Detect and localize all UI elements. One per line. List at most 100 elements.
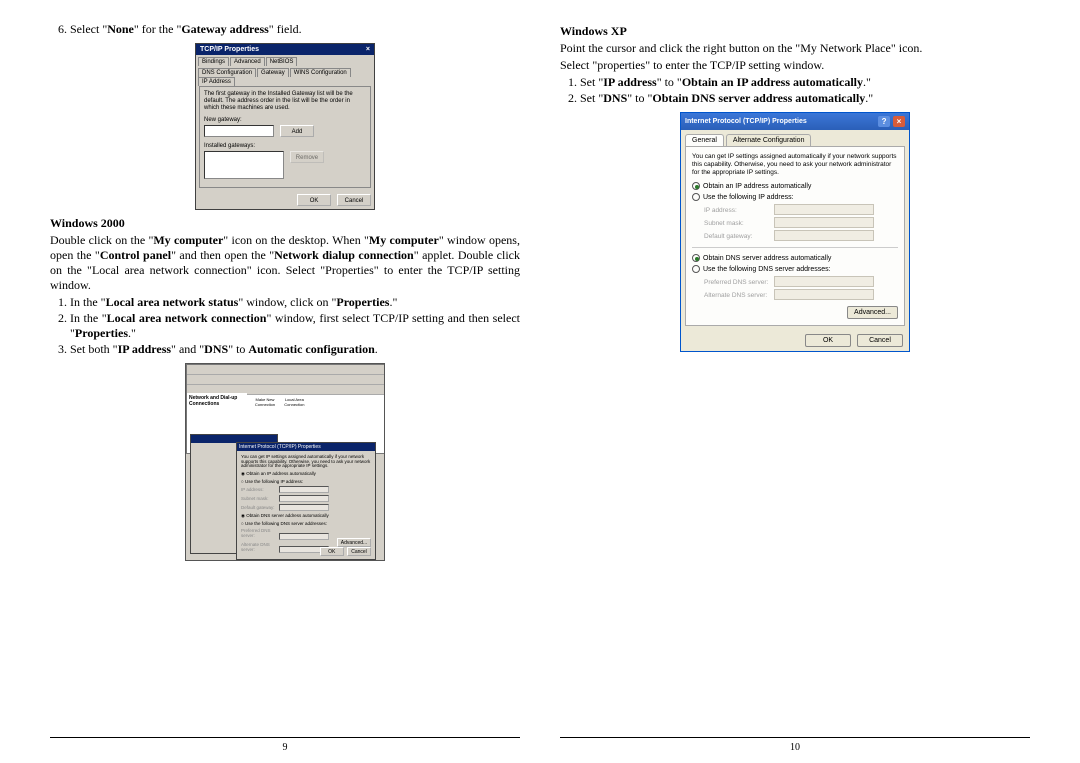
w2000-step-2: In the "Local area network connection" w… bbox=[70, 311, 520, 341]
tab-wins[interactable]: WINS Configuration bbox=[290, 68, 351, 77]
advanced-button[interactable]: Advanced... bbox=[847, 306, 898, 319]
w2k-dlg2-body: You can get IP settings assigned automat… bbox=[237, 451, 375, 559]
t: " to " bbox=[627, 91, 652, 105]
tab-advanced[interactable]: Advanced bbox=[230, 57, 265, 66]
b: Control panel bbox=[100, 248, 171, 262]
ok-button[interactable]: OK bbox=[320, 547, 344, 556]
t: " to bbox=[228, 342, 248, 356]
page-right: Windows XP Point the cursor and click th… bbox=[540, 20, 1050, 753]
t: Select " bbox=[70, 22, 107, 36]
field-subnet: Subnet mask: bbox=[704, 217, 898, 228]
t: " window, click on " bbox=[238, 295, 336, 309]
ip-input[interactable] bbox=[279, 486, 329, 493]
field-adns: Alternate DNS server: bbox=[704, 289, 898, 300]
installed-gateways-list[interactable] bbox=[204, 151, 284, 179]
pdns-input[interactable] bbox=[774, 276, 874, 287]
w2k-icons: Make New Connection Local Area Connectio… bbox=[251, 395, 308, 409]
xp-steps: Set "IP address" to "Obtain an IP addres… bbox=[560, 75, 1030, 106]
page-right-body: Windows XP Point the cursor and click th… bbox=[560, 20, 1030, 737]
b: My computer bbox=[369, 233, 439, 247]
xp-para-2: Select "properties" to enter the TCP/IP … bbox=[560, 58, 1030, 73]
page-left-body: Select "None" for the "Gateway address" … bbox=[50, 20, 520, 737]
tab-bindings[interactable]: Bindings bbox=[198, 57, 229, 66]
t: Obtain DNS server address automatically bbox=[703, 255, 831, 262]
step-6: Select "None" for the "Gateway address" … bbox=[70, 22, 520, 37]
icon-label: Local Area Connection bbox=[284, 397, 304, 407]
xp-button-row: OK Cancel bbox=[681, 330, 909, 351]
ok-button[interactable]: OK bbox=[805, 334, 851, 347]
gateway-input[interactable] bbox=[774, 230, 874, 241]
w2k-dlg2-title: Internet Protocol (TCP/IP) Properties bbox=[237, 443, 375, 451]
ok-button[interactable]: OK bbox=[297, 194, 331, 206]
new-gateway-row: New gateway: Add bbox=[204, 117, 366, 139]
b: DNS bbox=[603, 91, 627, 105]
b: Properties bbox=[336, 295, 389, 309]
w2k-toolbar bbox=[187, 375, 385, 385]
t: " for the " bbox=[134, 22, 181, 36]
t: ." bbox=[863, 75, 871, 89]
t: Obtain an IP address automatically bbox=[246, 471, 316, 476]
heading-windows-2000: Windows 2000 bbox=[50, 216, 520, 231]
w2k-screenshot: Network and Dial-up Connections Make New… bbox=[185, 363, 385, 561]
radio-manual-ip[interactable]: ○ Use the following IP address: bbox=[241, 479, 371, 484]
w2k-desc: You can get IP settings assigned automat… bbox=[241, 455, 371, 470]
tab-alternate-config[interactable]: Alternate Configuration bbox=[726, 134, 812, 146]
radio-icon bbox=[692, 182, 700, 190]
advanced-button[interactable]: Advanced... bbox=[337, 538, 371, 547]
add-button[interactable]: Add bbox=[280, 125, 314, 137]
titlebar: TCP/IP Properties × bbox=[196, 44, 374, 55]
xp-desc: You can get IP settings assigned automat… bbox=[692, 153, 898, 176]
l: Preferred DNS server: bbox=[704, 279, 774, 286]
b: Obtain an IP address automatically bbox=[682, 75, 863, 89]
t: " and then open the " bbox=[171, 248, 274, 262]
w2000-paragraph: Double click on the "My computer" icon o… bbox=[50, 233, 520, 293]
divider bbox=[692, 247, 898, 248]
t: Use the following DNS server addresses: bbox=[245, 521, 327, 526]
cancel-button[interactable]: Cancel bbox=[337, 194, 371, 206]
subnet-input[interactable] bbox=[774, 217, 874, 228]
gw-input[interactable] bbox=[279, 504, 329, 511]
tab-general[interactable]: General bbox=[685, 134, 724, 146]
radio-icon bbox=[692, 193, 700, 201]
tab-gateway[interactable]: Gateway bbox=[257, 68, 289, 77]
tab-dns[interactable]: DNS Configuration bbox=[198, 68, 256, 77]
icon-make-new-connection[interactable]: Make New Connection bbox=[253, 397, 277, 407]
cancel-button[interactable]: Cancel bbox=[347, 547, 371, 556]
radio-obtain-dns-auto[interactable]: Obtain DNS server address automatically bbox=[692, 254, 898, 262]
t: Obtain DNS server address automatically bbox=[246, 513, 329, 518]
field-mask: Subnet mask: bbox=[241, 495, 371, 502]
icon-local-area-connection[interactable]: Local Area Connection bbox=[282, 397, 306, 407]
tab-ipaddress[interactable]: IP Address bbox=[198, 77, 235, 86]
b: IP address bbox=[118, 342, 171, 356]
adns-input[interactable] bbox=[774, 289, 874, 300]
mask-input[interactable] bbox=[279, 495, 329, 502]
l: IP address: bbox=[241, 487, 279, 492]
radio-auto-dns[interactable]: ◉ Obtain DNS server address automaticall… bbox=[241, 513, 371, 519]
cancel-button[interactable]: Cancel bbox=[857, 334, 903, 347]
w2000-steps: In the "Local area network status" windo… bbox=[50, 295, 520, 357]
ip-input[interactable] bbox=[774, 204, 874, 215]
dialog-tcpip-properties: TCP/IP Properties × Bindings Advanced Ne… bbox=[195, 43, 375, 210]
xp-step-2: Set "DNS" to "Obtain DNS server address … bbox=[580, 91, 1030, 106]
l: Subnet mask: bbox=[704, 220, 774, 227]
t: Set both " bbox=[70, 342, 118, 356]
t: " to " bbox=[657, 75, 682, 89]
t: ." bbox=[865, 91, 873, 105]
radio-obtain-ip-auto[interactable]: Obtain an IP address automatically bbox=[692, 182, 898, 190]
radio-use-following-dns[interactable]: Use the following DNS server addresses: bbox=[692, 265, 898, 273]
page-number: 9 bbox=[283, 742, 288, 753]
step-list-6: Select "None" for the "Gateway address" … bbox=[50, 22, 520, 37]
b: Local area network status bbox=[106, 295, 239, 309]
remove-button[interactable]: Remove bbox=[290, 151, 324, 163]
close-icon[interactable]: × bbox=[893, 116, 905, 127]
close-icon[interactable]: × bbox=[366, 46, 370, 53]
radio-manual-dns[interactable]: ○ Use the following DNS server addresses… bbox=[241, 521, 371, 526]
tab-netbios[interactable]: NetBIOS bbox=[266, 57, 298, 66]
b: Local area network connection bbox=[107, 311, 267, 325]
new-gateway-input[interactable] bbox=[204, 125, 274, 137]
radio-use-following-ip[interactable]: Use the following IP address: bbox=[692, 193, 898, 201]
installed-gateways-row: Installed gateways: Remove bbox=[204, 143, 366, 179]
help-icon[interactable]: ? bbox=[878, 116, 890, 127]
t: Set " bbox=[580, 91, 603, 105]
radio-auto-ip[interactable]: ◉ Obtain an IP address automatically bbox=[241, 471, 371, 477]
